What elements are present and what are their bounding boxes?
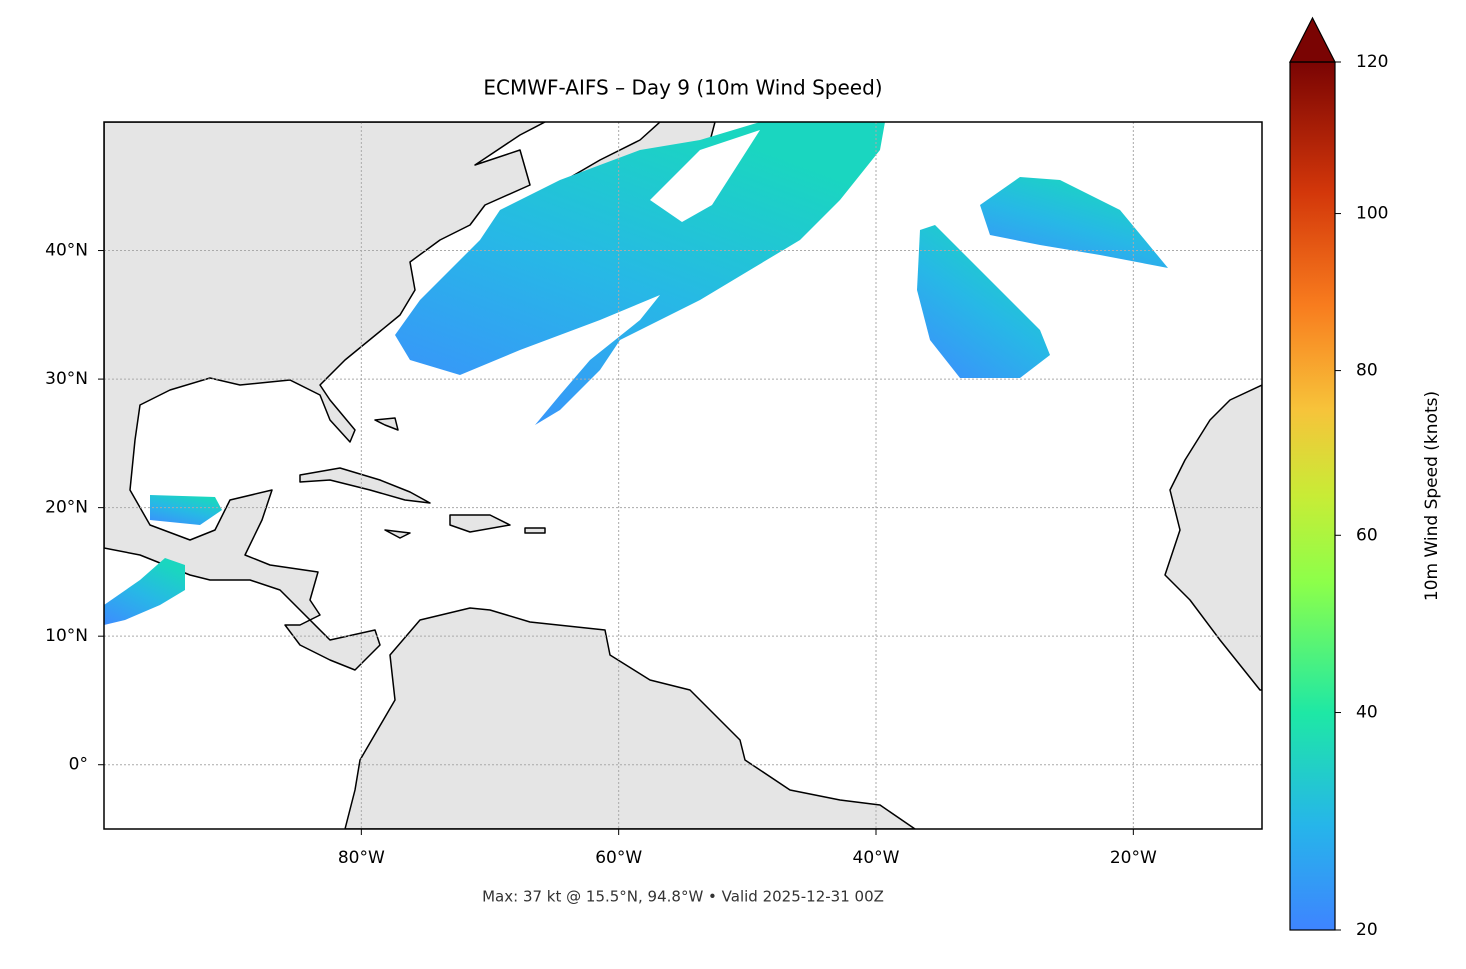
x-tick-label: 80°W <box>338 848 385 868</box>
north-america <box>104 122 546 671</box>
wind-gap <box>650 130 760 222</box>
map-layer <box>104 122 1262 829</box>
jamaica <box>384 529 411 539</box>
colorbar-extension <box>1289 16 1336 63</box>
colorbar <box>1290 62 1335 930</box>
cuba <box>299 467 431 504</box>
colorbar-label: 10m Wind Speed (knots) <box>1422 391 1442 601</box>
wind-field <box>980 177 1168 268</box>
y-tick-label: 30°N <box>45 369 88 389</box>
colorbar-tick-label: 20 <box>1356 920 1378 940</box>
y-tick-label: 0° <box>69 755 88 775</box>
colorbar-tick-label: 100 <box>1356 204 1388 224</box>
footer: Max: 37 kt @ 15.5°N, 94.8°W • Valid 2025… <box>482 888 884 906</box>
wind-field <box>150 495 222 525</box>
bahamas <box>374 417 399 431</box>
colorbar-tick-label: 120 <box>1356 52 1388 72</box>
colorbar-tick-label: 80 <box>1356 361 1378 381</box>
colorbar-tick-label: 60 <box>1356 525 1378 545</box>
y-tick-label: 40°N <box>45 241 88 261</box>
wind-field <box>395 122 885 425</box>
colorbar-tick-label: 40 <box>1356 703 1378 723</box>
y-tick-label: 10°N <box>45 626 88 646</box>
title: ECMWF-AIFS – Day 9 (10m Wind Speed) <box>483 76 882 100</box>
grid <box>104 122 1262 829</box>
x-tick-label: 60°W <box>595 848 642 868</box>
puerto-rico <box>524 527 546 534</box>
africa <box>1164 384 1262 691</box>
hispaniola <box>449 514 511 533</box>
wind-field <box>917 225 1050 378</box>
map-frame <box>103 121 1263 830</box>
y-tick-label: 20°N <box>45 498 88 518</box>
south-america <box>344 607 916 829</box>
x-tick-label: 40°W <box>853 848 900 868</box>
wind-field <box>104 558 185 625</box>
x-tick-label: 20°W <box>1110 848 1157 868</box>
colorbar-frame <box>1289 61 1336 931</box>
